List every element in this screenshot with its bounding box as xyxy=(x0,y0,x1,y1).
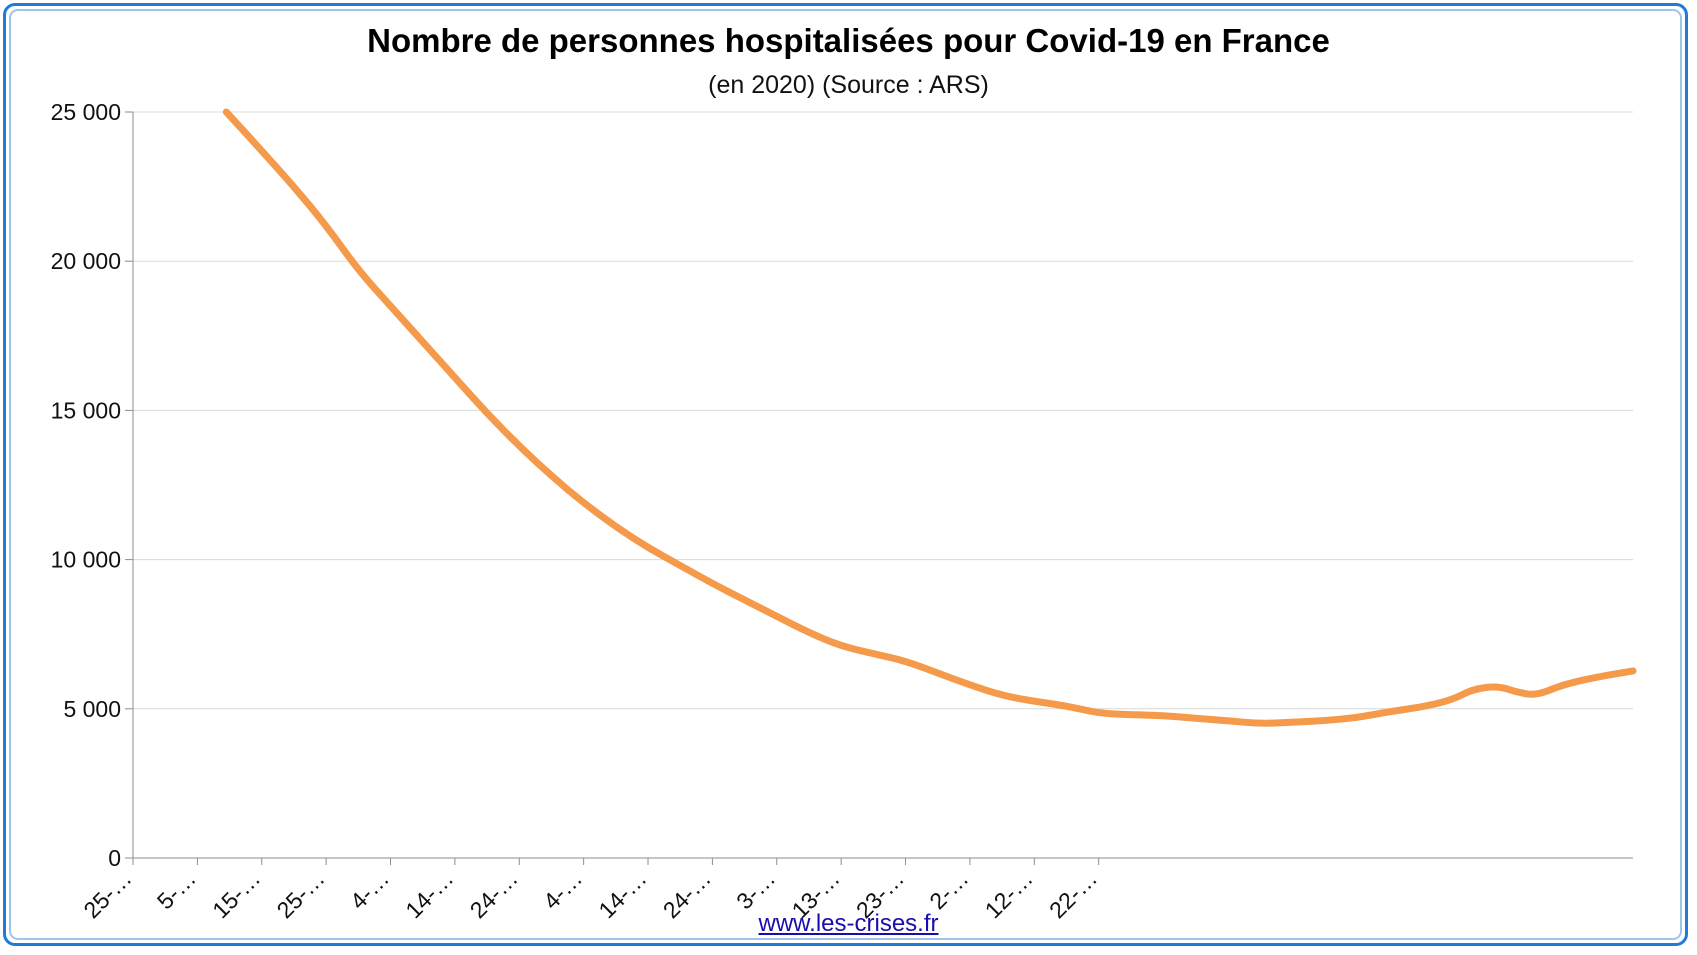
x-tick-label: 4-… xyxy=(345,865,394,914)
y-tick-label: 20 000 xyxy=(51,248,121,274)
chart-frame-inner xyxy=(9,9,1682,940)
y-tick-labels: 0 5 000 10 000 15 000 20 000 25 000 xyxy=(51,99,121,871)
chart-title: Nombre de personnes hospitalisées pour C… xyxy=(367,22,1330,59)
x-tick-label: 5-… xyxy=(152,865,201,914)
chart-frame xyxy=(3,3,1688,946)
y-tick-label: 0 xyxy=(108,845,121,871)
x-tick-label: 2-… xyxy=(924,865,973,914)
x-tick-label: 4-… xyxy=(538,865,587,914)
source-link[interactable]: www.les-crises.fr xyxy=(758,910,939,937)
y-tick-label: 10 000 xyxy=(51,547,121,573)
series-line xyxy=(222,108,1637,727)
y-tick-label: 25 000 xyxy=(51,99,121,125)
y-tick-label: 5 000 xyxy=(63,696,121,722)
series-layer xyxy=(222,108,1637,727)
y-tick-label: 15 000 xyxy=(51,397,121,423)
chart-subtitle: (en 2020) (Source : ARS) xyxy=(708,71,989,99)
axes xyxy=(125,111,1633,865)
gridlines xyxy=(133,111,1633,710)
x-tick-label: 3-… xyxy=(731,865,780,914)
